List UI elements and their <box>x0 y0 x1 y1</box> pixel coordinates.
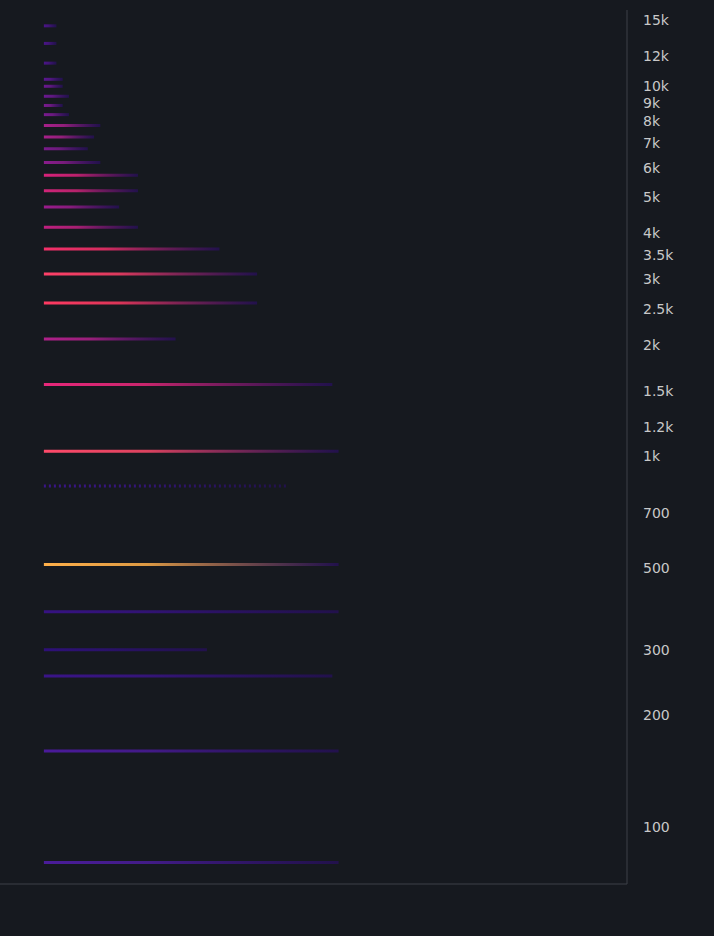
svg-text:200: 200 <box>643 707 670 723</box>
svg-text:300: 300 <box>643 642 670 658</box>
svg-text:12k: 12k <box>643 48 670 64</box>
svg-text:1.2k: 1.2k <box>643 419 674 435</box>
svg-text:10k: 10k <box>643 78 670 94</box>
svg-text:2k: 2k <box>643 337 661 353</box>
svg-text:8k: 8k <box>643 113 661 129</box>
svg-text:5k: 5k <box>643 189 661 205</box>
svg-text:1k: 1k <box>643 448 661 464</box>
svg-text:2.5k: 2.5k <box>643 301 674 317</box>
svg-text:15k: 15k <box>643 12 670 28</box>
svg-text:1.5k: 1.5k <box>643 383 674 399</box>
svg-text:3k: 3k <box>643 271 661 287</box>
svg-text:6k: 6k <box>643 160 661 176</box>
svg-text:100: 100 <box>643 819 670 835</box>
svg-text:500: 500 <box>643 560 670 576</box>
svg-text:9k: 9k <box>643 95 661 111</box>
svg-text:3.5k: 3.5k <box>643 247 674 263</box>
svg-text:700: 700 <box>643 505 670 521</box>
svg-text:4k: 4k <box>643 225 661 241</box>
svg-text:7k: 7k <box>643 135 661 151</box>
